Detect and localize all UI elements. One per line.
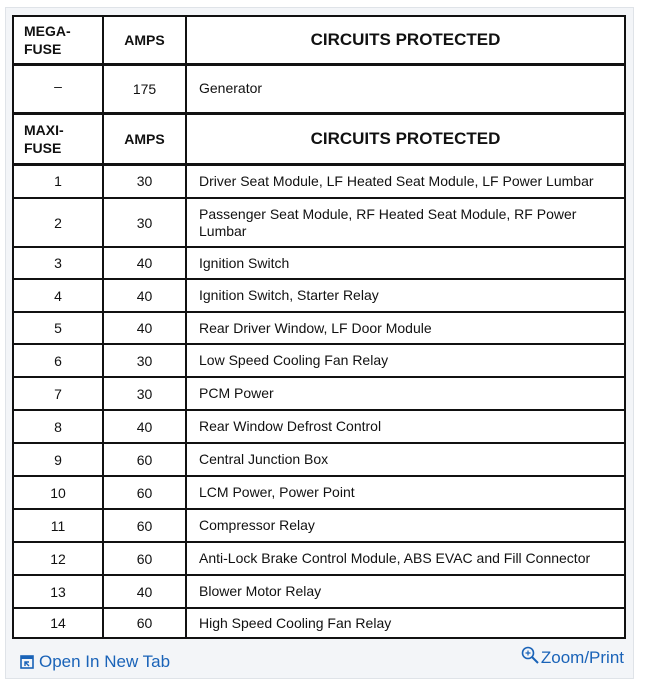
- table-row: 3 40 Ignition Switch: [12, 246, 626, 280]
- circuits-cell: Low Speed Cooling Fan Relay: [185, 343, 626, 378]
- fuse-cell: 9: [12, 442, 104, 477]
- mega-header-row: MEGA- FUSE AMPS CIRCUITS PROTECTED: [12, 15, 626, 66]
- amps-cell: 30: [102, 197, 187, 248]
- new-tab-icon: [20, 655, 34, 669]
- open-in-new-tab-link[interactable]: Open In New Tab: [20, 652, 170, 672]
- fuse-cell: 10: [12, 475, 104, 510]
- table-row: 8 40 Rear Window Defrost Control: [12, 409, 626, 444]
- fuse-cell: –: [12, 63, 104, 115]
- table-row: 6 30 Low Speed Cooling Fan Relay: [12, 343, 626, 378]
- fuse-cell: 12: [12, 541, 104, 576]
- circuits-cell: Anti-Lock Brake Control Module, ABS EVAC…: [185, 541, 626, 576]
- table-row: 4 40 Ignition Switch, Starter Relay: [12, 278, 626, 313]
- fuse-cell: 11: [12, 508, 104, 543]
- amps-header: AMPS: [102, 112, 187, 166]
- table-row: 7 30 PCM Power: [12, 376, 626, 411]
- circuits-cell: Compressor Relay: [185, 508, 626, 543]
- circuits-header: CIRCUITS PROTECTED: [185, 15, 626, 66]
- maxi-fuse-header: MAXI- FUSE: [12, 112, 104, 166]
- amps-cell: 30: [102, 376, 187, 411]
- fuse-cell: 3: [12, 246, 104, 280]
- amps-cell: 40: [102, 409, 187, 444]
- table-row: 10 60 LCM Power, Power Point: [12, 475, 626, 510]
- amps-cell: 60: [102, 475, 187, 510]
- table-row: 1 30 Driver Seat Module, LF Heated Seat Mo…: [12, 163, 626, 199]
- amps-cell: 40: [102, 278, 187, 313]
- fuse-cell: 13: [12, 574, 104, 609]
- table-row: 13 40 Blower Motor Relay: [12, 574, 626, 609]
- amps-cell: 60: [102, 541, 187, 576]
- amps-cell: 40: [102, 574, 187, 609]
- fuse-table: MEGA- FUSE AMPS CIRCUITS PROTECTED – 175 …: [12, 15, 626, 639]
- amps-cell: 60: [102, 442, 187, 477]
- table-row: 5 40 Rear Driver Window, LF Door Module: [12, 311, 626, 345]
- zoom-in-icon: [521, 646, 539, 664]
- fuse-cell: 7: [12, 376, 104, 411]
- fuse-cell: 6: [12, 343, 104, 378]
- open-in-new-tab-label: Open In New Tab: [39, 652, 171, 671]
- table-row: 12 60 Anti-Lock Brake Control Module, ABS …: [12, 541, 626, 576]
- circuits-cell: Rear Window Defrost Control: [185, 409, 626, 444]
- amps-cell: 40: [102, 246, 187, 280]
- maxi-header-row: MAXI- FUSE AMPS CIRCUITS PROTECTED: [12, 112, 626, 166]
- amps-cell: 30: [102, 343, 187, 378]
- circuits-cell: LCM Power, Power Point: [185, 475, 626, 510]
- fuse-cell: 14: [12, 607, 104, 639]
- table-row: 9 60 Central Junction Box: [12, 442, 626, 477]
- amps-cell: 30: [102, 163, 187, 199]
- circuits-cell: Generator: [185, 63, 626, 115]
- mega-fuse-header: MEGA- FUSE: [12, 15, 104, 66]
- circuits-header: CIRCUITS PROTECTED: [185, 112, 626, 166]
- fuse-cell: 4: [12, 278, 104, 313]
- circuits-cell: Rear Driver Window, LF Door Module: [185, 311, 626, 345]
- amps-cell: 175: [102, 63, 187, 115]
- table-row: 11 60 Compressor Relay: [12, 508, 626, 543]
- zoom-print-label: Zoom/Print: [540, 648, 624, 667]
- card-footer: Open In New Tab Zoom/Print: [0, 646, 650, 674]
- table-row: 2 30 Passenger Seat Module, RF Heated Seat…: [12, 197, 626, 248]
- fuse-cell: 5: [12, 311, 104, 345]
- table-row: – 175 Generator: [12, 63, 626, 115]
- circuits-cell: High Speed Cooling Fan Relay: [185, 607, 626, 639]
- circuits-cell: Passenger Seat Module, RF Heated Seat Mo…: [185, 197, 626, 248]
- fuse-cell: 1: [12, 163, 104, 199]
- fuse-cell: 2: [12, 197, 104, 248]
- table-row: 14 60 High Speed Cooling Fan Relay: [12, 607, 626, 639]
- fuse-cell: 8: [12, 409, 104, 444]
- zoom-print-link[interactable]: Zoom/Print: [521, 646, 624, 668]
- circuits-cell: Ignition Switch: [185, 246, 626, 280]
- circuits-cell: Driver Seat Module, LF Heated Seat Modul…: [185, 163, 626, 199]
- amps-cell: 60: [102, 508, 187, 543]
- circuits-cell: Ignition Switch, Starter Relay: [185, 278, 626, 313]
- circuits-cell: Blower Motor Relay: [185, 574, 626, 609]
- circuits-cell: Central Junction Box: [185, 442, 626, 477]
- amps-header: AMPS: [102, 15, 187, 66]
- amps-cell: 60: [102, 607, 187, 639]
- circuits-cell: PCM Power: [185, 376, 626, 411]
- amps-cell: 40: [102, 311, 187, 345]
